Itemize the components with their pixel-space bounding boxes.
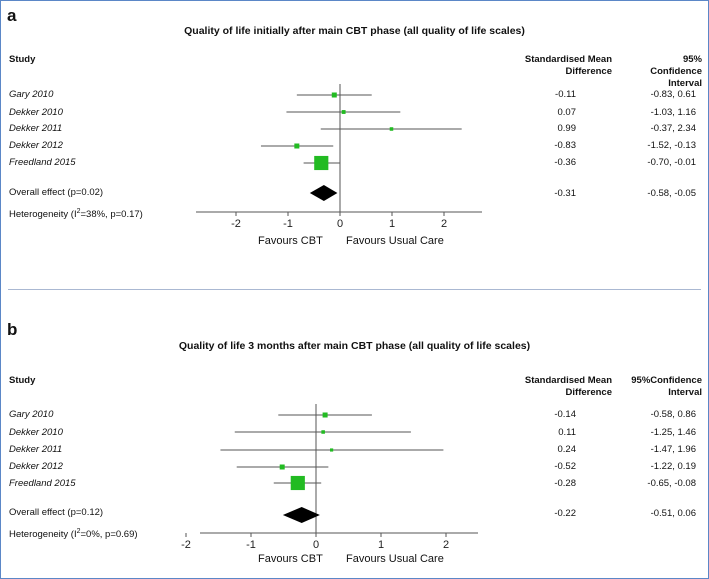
study-name: Dekker 2010 bbox=[9, 107, 63, 118]
forest-plot-panel-a: a Quality of life initially after main C… bbox=[0, 6, 709, 247]
favours-left-label: Favours CBT bbox=[258, 553, 323, 565]
effect-marker bbox=[331, 92, 337, 98]
favours-right-label: Favours Usual Care bbox=[346, 235, 444, 247]
x-tick-label: 0 bbox=[337, 218, 343, 230]
chart-title: Quality of life initially after main CBT… bbox=[184, 25, 525, 37]
effect-marker bbox=[321, 430, 325, 434]
smd-value: 0.24 bbox=[557, 444, 577, 455]
study-row: Gary 2010 -0.11 -0.83, 0.61 bbox=[0, 87, 709, 103]
effect-marker bbox=[290, 475, 305, 491]
study-name: Freedland 2015 bbox=[9, 478, 76, 489]
smd-value: 0.11 bbox=[558, 427, 576, 438]
x-tick-label: -1 bbox=[283, 218, 293, 230]
ci-value: -0.65, -0.08 bbox=[647, 478, 696, 489]
study-name: Dekker 2012 bbox=[9, 140, 63, 151]
heterogeneity-superscript: 2 bbox=[76, 208, 81, 215]
column-header-study: Study bbox=[9, 375, 36, 386]
panel-divider bbox=[8, 289, 701, 290]
forest-plot-a: -2 -1 0 1 2 bbox=[196, 84, 482, 230]
study-row: Dekker 2010 0.07 -1.03, 1.16 bbox=[0, 105, 709, 121]
heterogeneity-suffix: =38%, p=0.17) bbox=[80, 209, 143, 221]
x-tick-label: 0 bbox=[313, 539, 319, 551]
smd-value: -0.11 bbox=[555, 89, 576, 100]
overall-effect-diamond bbox=[309, 185, 338, 201]
chart-title: Quality of life 3 months after main CBT … bbox=[178, 340, 531, 352]
x-tick-label: -1 bbox=[246, 539, 256, 551]
ci-value: -0.58, 0.86 bbox=[650, 409, 696, 420]
study-name: Freedland 2015 bbox=[9, 157, 76, 168]
smd-value: 0.07 bbox=[557, 107, 577, 118]
ci-value: -1.47, 1.96 bbox=[650, 444, 696, 455]
effect-marker bbox=[341, 110, 346, 114]
forest-plot-b: -2 -1 0 1 2 bbox=[181, 404, 478, 551]
heterogeneity-prefix: Heterogeneity (I bbox=[9, 529, 77, 541]
smd-value: -0.14 bbox=[554, 409, 576, 420]
smd-value: -0.83 bbox=[554, 140, 576, 151]
favours-right-label: Favours Usual Care bbox=[346, 553, 444, 565]
x-tick-label: 2 bbox=[441, 218, 447, 230]
forest-plot-panel-b: b Quality of life 3 months after main CB… bbox=[0, 290, 709, 579]
x-tick-label: 1 bbox=[378, 539, 384, 551]
smd-value: -0.52 bbox=[554, 461, 576, 472]
panel-label: a bbox=[7, 6, 17, 25]
panel-label: b bbox=[7, 320, 18, 339]
column-header-ci: 95%Confidence Interval bbox=[631, 375, 702, 398]
overall-smd: -0.31 bbox=[554, 188, 576, 199]
ci-value: -1.25, 1.46 bbox=[650, 427, 696, 438]
smd-value: -0.36 bbox=[554, 157, 576, 168]
effect-marker bbox=[294, 143, 300, 149]
ci-value: -0.83, 0.61 bbox=[650, 89, 696, 100]
favours-left-label: Favours CBT bbox=[258, 235, 323, 247]
study-row: Dekker 2011 0.24 -1.47, 1.96 bbox=[0, 442, 709, 458]
effect-marker bbox=[314, 155, 329, 171]
ci-value: -1.52, -0.13 bbox=[647, 140, 696, 151]
heterogeneity-label: Heterogeneity (I2=38%, p=0.17) bbox=[9, 205, 143, 222]
heterogeneity-label: Heterogeneity (I2=0%, p=0.69) bbox=[9, 525, 138, 542]
column-header-ci: 95% Confidence Interval bbox=[650, 54, 702, 89]
column-header-study: Study bbox=[9, 54, 36, 65]
study-row: Freedland 2015 -0.28 -0.65, -0.08 bbox=[0, 476, 709, 492]
x-tick-label: -2 bbox=[231, 218, 241, 230]
effect-marker bbox=[330, 448, 334, 452]
study-name: Gary 2010 bbox=[9, 409, 54, 420]
study-name: Dekker 2010 bbox=[9, 427, 63, 438]
overall-label: Overall effect (p=0.12) bbox=[9, 507, 104, 518]
study-row: Dekker 2010 0.11 -1.25, 1.46 bbox=[0, 425, 709, 441]
column-header-smd: Standardised Mean Difference bbox=[524, 375, 612, 398]
smd-value: 0.99 bbox=[557, 123, 577, 134]
x-tick-label: 2 bbox=[443, 539, 449, 551]
ci-value: -0.70, -0.01 bbox=[647, 157, 696, 168]
overall-ci: -0.58, -0.05 bbox=[647, 188, 696, 199]
study-name: Dekker 2011 bbox=[9, 123, 63, 134]
effect-marker bbox=[389, 127, 394, 131]
heterogeneity-suffix: =0%, p=0.69) bbox=[80, 529, 138, 541]
overall-row: Overall effect (p=0.12) -0.22 -0.51, 0.0… bbox=[0, 506, 709, 522]
overall-row: Overall effect (p=0.02) -0.31 -0.58, -0.… bbox=[0, 186, 709, 202]
study-row: Gary 2010 -0.14 -0.58, 0.86 bbox=[0, 407, 709, 423]
ci-value: -1.22, 0.19 bbox=[650, 461, 696, 472]
effect-marker bbox=[279, 464, 285, 470]
ci-value: -0.37, 2.34 bbox=[650, 123, 696, 134]
ci-value: -1.03, 1.16 bbox=[650, 107, 696, 118]
effect-marker bbox=[322, 412, 328, 418]
x-tick-label: -2 bbox=[181, 539, 191, 551]
column-header-smd: Standardised Mean Difference bbox=[524, 54, 612, 77]
heterogeneity-prefix: Heterogeneity (I bbox=[9, 209, 77, 221]
study-row: Dekker 2012 -0.52 -1.22, 0.19 bbox=[0, 459, 709, 475]
overall-effect-diamond bbox=[282, 507, 320, 523]
study-row: Freedland 2015 -0.36 -0.70, -0.01 bbox=[0, 155, 709, 171]
overall-ci: -0.51, 0.06 bbox=[650, 508, 696, 519]
study-row: Dekker 2011 0.99 -0.37, 2.34 bbox=[0, 121, 709, 137]
study-name: Dekker 2011 bbox=[9, 444, 63, 455]
study-name: Gary 2010 bbox=[9, 89, 54, 100]
x-tick-label: 1 bbox=[389, 218, 395, 230]
study-row: Dekker 2012 -0.83 -1.52, -0.13 bbox=[0, 138, 709, 154]
heterogeneity-superscript: 2 bbox=[76, 528, 81, 535]
study-name: Dekker 2012 bbox=[9, 461, 63, 472]
smd-value: -0.28 bbox=[554, 478, 576, 489]
overall-smd: -0.22 bbox=[554, 508, 576, 519]
overall-label: Overall effect (p=0.02) bbox=[9, 187, 104, 198]
